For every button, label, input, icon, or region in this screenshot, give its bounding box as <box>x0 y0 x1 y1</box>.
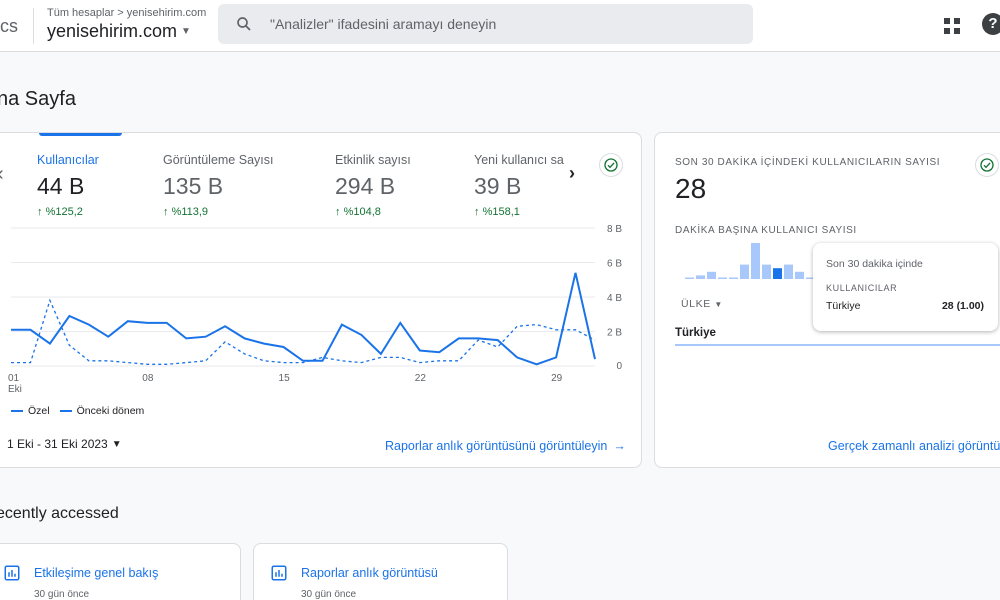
y-tick-label: 0 <box>616 361 622 372</box>
metric-label: Etkinlik sayısı <box>335 153 411 167</box>
apps-grid-icon[interactable] <box>940 14 964 38</box>
minute-bar <box>685 277 694 279</box>
x-tick-label: 22 <box>415 373 427 384</box>
bar-chart-icon <box>271 565 287 581</box>
minute-bar <box>718 277 727 279</box>
y-tick-label: 6 B <box>607 259 622 270</box>
tooltip-country: Türkiye <box>826 300 861 312</box>
metric-delta: ↑ %104,8 <box>335 206 381 218</box>
date-range-text: 1 Eki - 31 Eki 2023 <box>7 437 108 451</box>
arrow-up-icon: ↑ <box>163 206 172 218</box>
metric-label: Görüntüleme Sayısı <box>163 153 274 167</box>
app-name: cs <box>0 16 18 36</box>
per-minute-title: DAKİKA BAŞINA KULLANICI SAYISI <box>675 225 857 236</box>
active-tab-indicator <box>39 133 122 136</box>
chevron-left-icon[interactable]: ‹ <box>0 163 4 186</box>
country-bar <box>675 344 1000 346</box>
metric-delta: ↑ %158,1 <box>474 206 520 218</box>
country-dropdown[interactable]: ÜLKE ▼ <box>681 298 723 310</box>
minute-bar <box>696 275 705 279</box>
minute-bar <box>773 268 782 279</box>
check-circle-icon[interactable] <box>599 153 623 177</box>
account-selector[interactable]: yenisehirim.com ▼ <box>47 21 191 42</box>
x-tick-label: Eki <box>8 384 22 395</box>
search-input[interactable] <box>270 16 710 32</box>
arrow-up-icon: ↑ <box>37 206 46 218</box>
y-tick-label: 4 B <box>607 293 622 304</box>
minute-bar <box>729 277 738 279</box>
x-tick-label: 08 <box>142 373 154 384</box>
search-bar[interactable] <box>218 4 753 44</box>
metric-users[interactable]: Kullanıcılar 44 B ↑ %125,2 <box>37 153 177 218</box>
metric-value: 44 B <box>37 173 85 199</box>
realtime-card: SON 30 DAKİKA İÇİNDEKİ KULLANICILARIN SA… <box>654 132 1000 468</box>
metric-new-users[interactable]: Yeni kullanıcı sayısı 39 B ↑ %158,1 <box>474 153 564 218</box>
tooltip-heading: Son 30 dakika içinde <box>826 258 923 270</box>
series-line-current <box>11 272 596 366</box>
realtime-value: 28 <box>675 173 707 204</box>
top-bar: cs Tüm hesaplar > yenisehirim.com yenise… <box>0 0 1000 52</box>
minute-bar <box>795 271 804 279</box>
search-icon <box>218 15 270 33</box>
chart-legend: Özel Önceki dönem <box>11 405 144 417</box>
metric-views[interactable]: Görüntüleme Sayısı 135 B ↑ %113,9 <box>163 153 303 218</box>
minute-bar <box>740 264 749 279</box>
minute-bar <box>707 271 716 279</box>
page-title: na Sayfa <box>0 88 76 110</box>
metric-delta: ↑ %113,9 <box>163 206 209 218</box>
recent-item-title: Raporlar anlık görüntüsü <box>301 566 438 580</box>
view-realtime-link[interactable]: Gerçek zamanlı analizi görüntüle <box>828 439 1000 453</box>
bar-chart-icon <box>4 565 20 581</box>
x-tick-label: 15 <box>279 373 291 384</box>
tooltip-metric: KULLANICILAR <box>826 283 898 293</box>
account-name: yenisehirim.com <box>47 21 178 41</box>
link-text: Raporlar anlık görüntüsünü görüntüleyin <box>385 439 608 453</box>
recently-accessed-title: ecently accessed <box>0 505 119 522</box>
recent-item-title: Etkileşime genel bakış <box>34 566 159 580</box>
arrow-up-icon: ↑ <box>474 206 483 218</box>
y-tick-label: 2 B <box>607 328 622 339</box>
series-line-previous <box>11 298 596 365</box>
metric-delta: ↑ %125,2 <box>37 206 83 218</box>
chevron-right-icon[interactable]: › <box>569 163 575 183</box>
metric-value: 135 B <box>163 173 224 199</box>
legend-item-current: Özel <box>11 405 50 417</box>
x-tick-label: 29 <box>551 373 563 384</box>
metric-events[interactable]: Etkinlik sayısı 294 B ↑ %104,8 <box>335 153 475 218</box>
metric-value: 294 B <box>335 173 396 199</box>
caret-down-icon: ▼ <box>111 438 122 450</box>
recent-item[interactable]: Etkileşime genel bakış 30 gün önce <box>0 543 241 600</box>
minute-bar <box>784 264 793 279</box>
x-tick-label: 01 <box>8 373 20 384</box>
recent-item[interactable]: Raporlar anlık görüntüsü 30 gün önce <box>253 543 508 600</box>
caret-down-icon: ▼ <box>714 300 723 309</box>
divider <box>33 8 34 44</box>
metric-label: Yeni kullanıcı sayısı <box>474 153 564 167</box>
country-row: Türkiye <box>675 327 716 339</box>
check-circle-icon[interactable] <box>975 153 999 177</box>
caret-down-icon: ▼ <box>181 26 191 37</box>
help-icon[interactable]: ? <box>982 13 1000 35</box>
legend-item-previous: Önceki dönem <box>59 405 144 417</box>
realtime-title: SON 30 DAKİKA İÇİNDEKİ KULLANICILARIN SA… <box>675 157 941 168</box>
country-label: ÜLKE <box>681 298 711 310</box>
overview-card: ‹ Kullanıcılar 44 B ↑ %125,2 Görüntüleme… <box>0 132 642 468</box>
minute-bar <box>751 243 760 279</box>
y-tick-label: 8 B <box>607 224 622 235</box>
metric-value: 39 B <box>474 173 522 199</box>
arrow-up-icon: ↑ <box>335 206 344 218</box>
date-range-selector[interactable]: 1 Eki - 31 Eki 2023 ▼ <box>7 437 122 451</box>
minute-bar <box>806 277 815 279</box>
breadcrumb[interactable]: Tüm hesaplar > yenisehirim.com <box>47 7 207 19</box>
recent-item-time: 30 gün önce <box>301 589 357 600</box>
minute-bar <box>762 264 771 279</box>
view-reports-snapshot-link[interactable]: Raporlar anlık görüntüsünü görüntüleyin … <box>385 439 626 453</box>
chart-tooltip: Son 30 dakika içinde KULLANICILAR Türkiy… <box>813 243 998 331</box>
recent-item-time: 30 gün önce <box>34 589 90 600</box>
tooltip-value: 28 (1.00) <box>941 300 984 312</box>
metric-label: Kullanıcılar <box>37 153 99 167</box>
arrow-right-icon: → <box>613 439 626 453</box>
